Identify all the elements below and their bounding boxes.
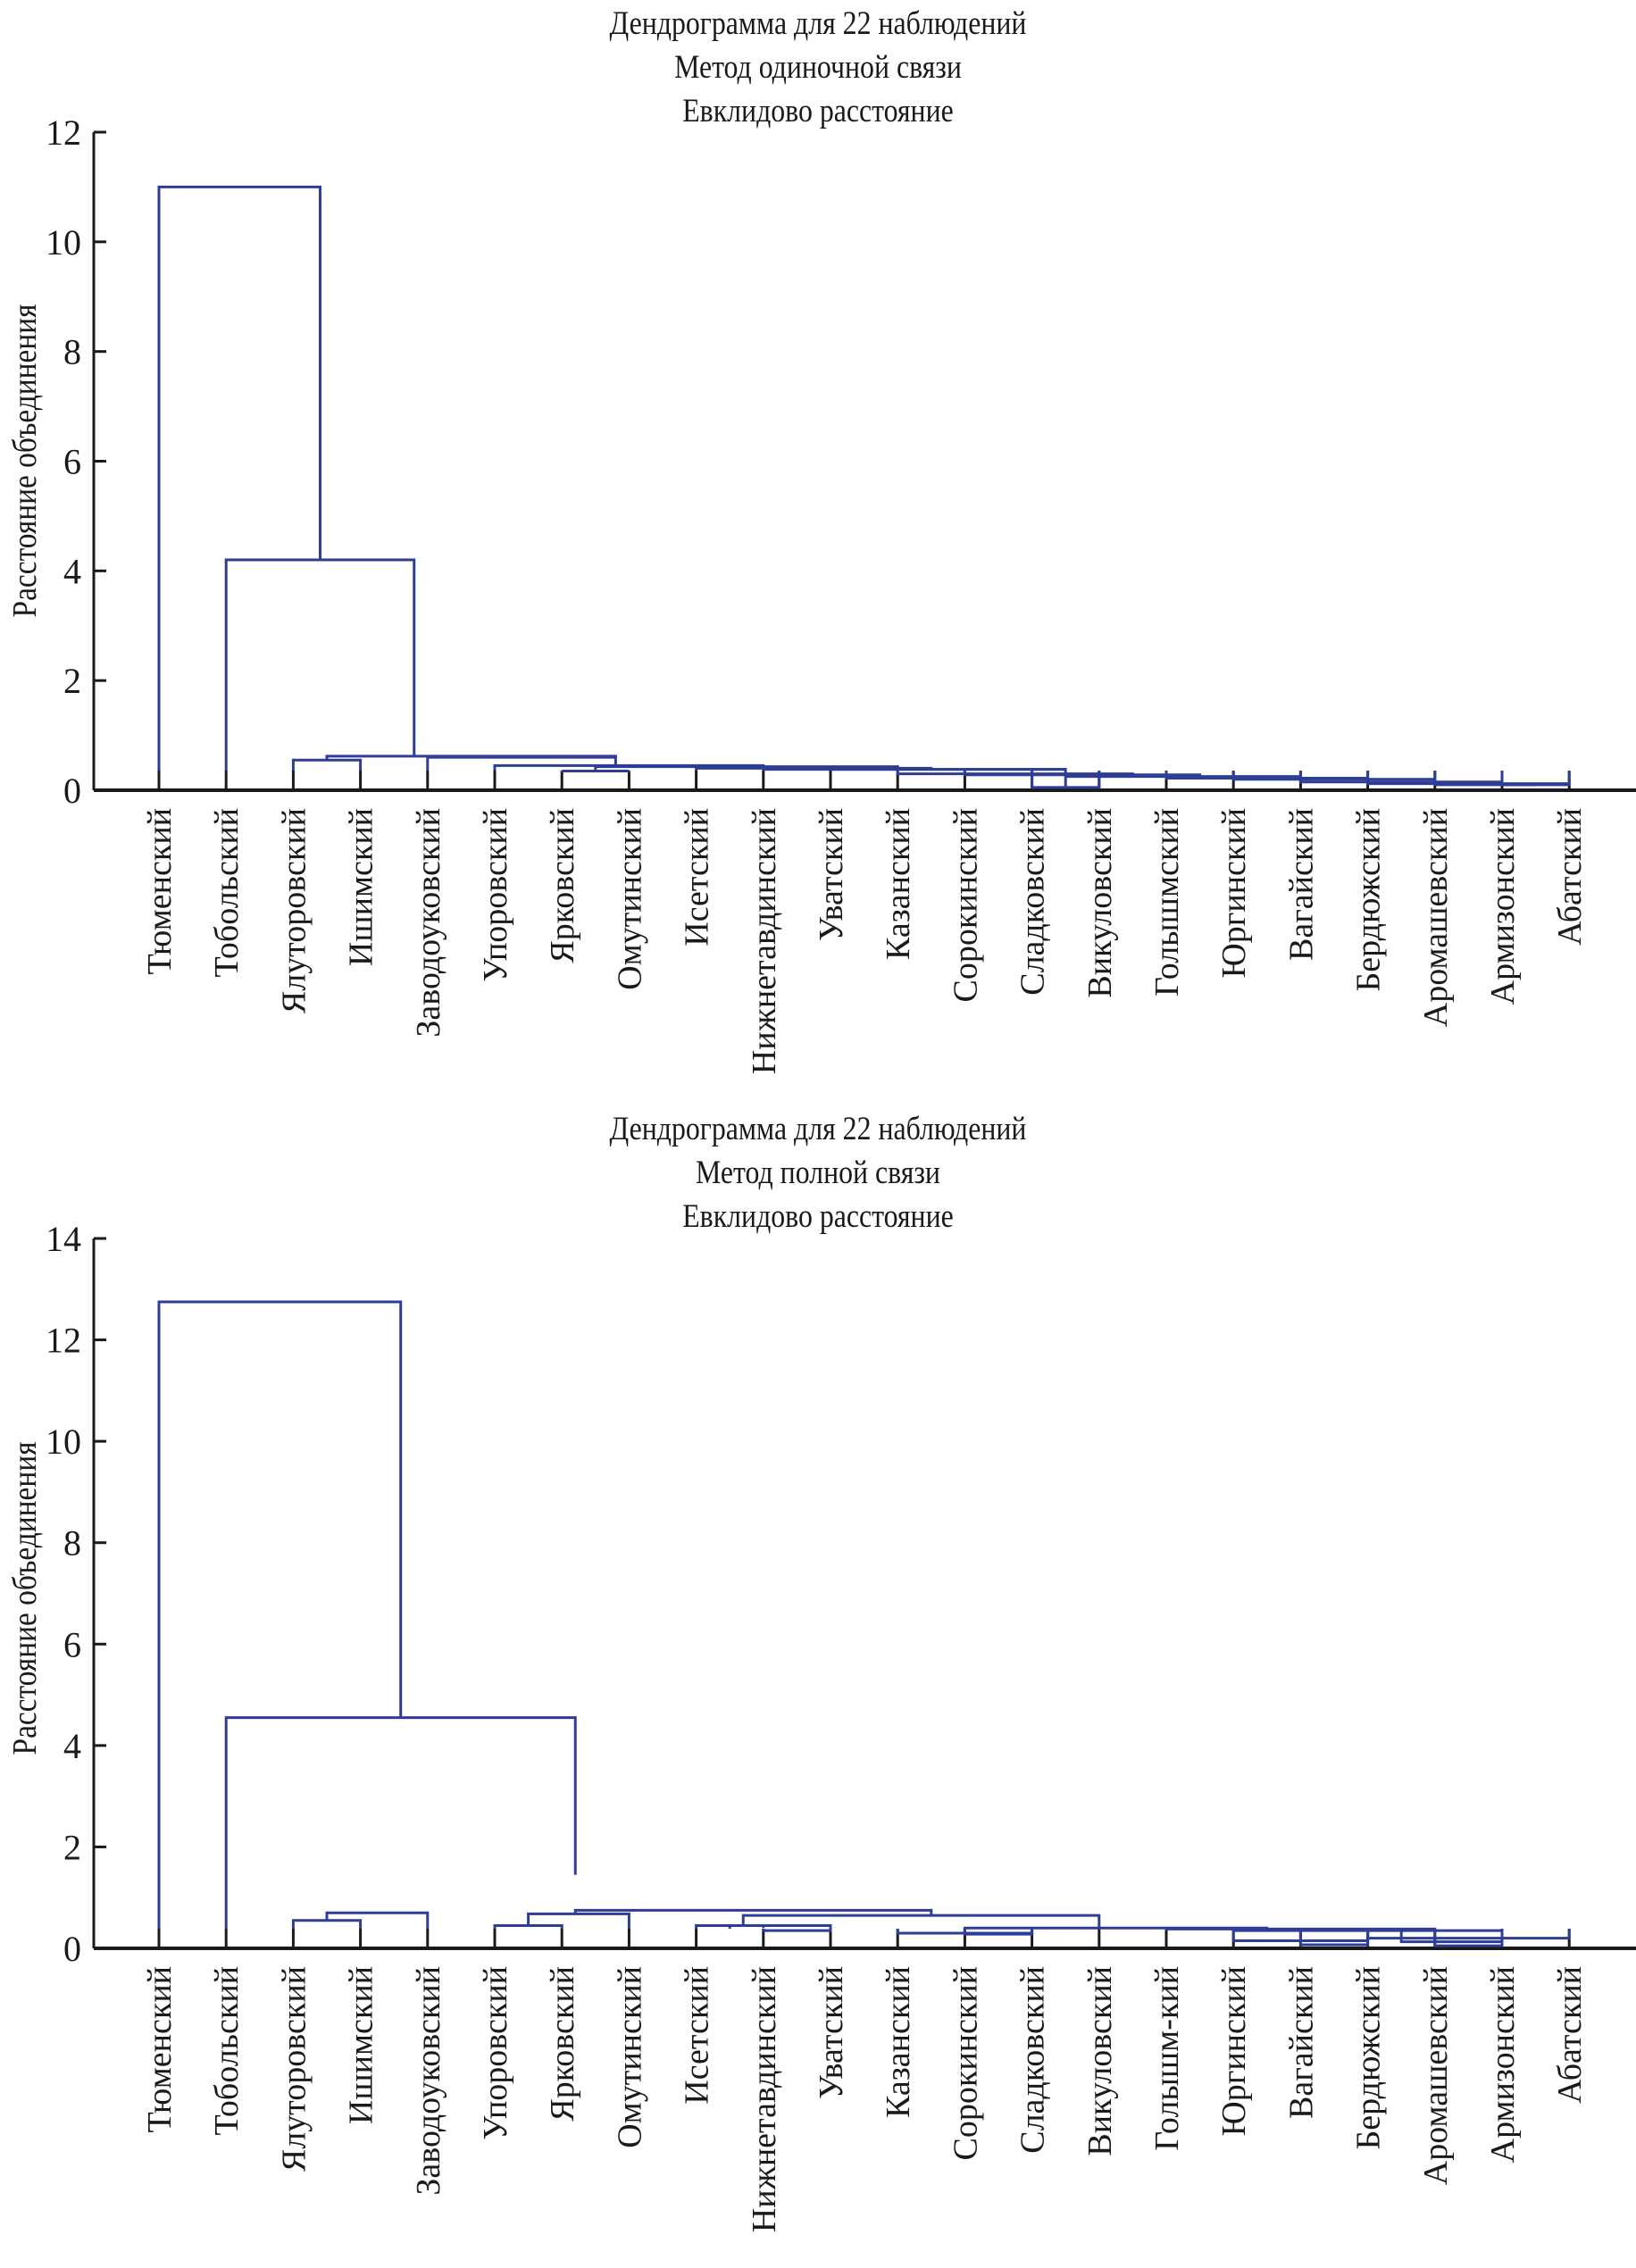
- y-tick-label: 4: [63, 551, 81, 591]
- leaf-label: Тобольский: [208, 1966, 246, 2135]
- dendrogram-link: [963, 1929, 1034, 1936]
- y-tick-label: 0: [63, 771, 81, 811]
- y-tick-label: 2: [63, 661, 81, 701]
- title-line-1: Дендрограмма для 22 наблюдений: [609, 5, 1027, 42]
- leaf-label: Сорокинский: [947, 808, 984, 1002]
- leaf-label: Армизонский: [1484, 808, 1522, 1005]
- leaf-label: Тобольский: [208, 808, 246, 977]
- leaf-label: Бердюжский: [1350, 808, 1388, 992]
- y-tick-label: 6: [63, 1624, 81, 1664]
- leaf-label: Вагайский: [1282, 808, 1320, 961]
- dendrogram-link: [762, 1929, 832, 1932]
- leaf-label: Нижнетавдинский: [746, 808, 783, 1074]
- dendrogram-complete-linkage: Дендрограмма для 22 наблюдений Метод пол…: [0, 1098, 1636, 2268]
- title-line-3: Евклидово расстояние: [682, 1198, 954, 1235]
- dendrogram-link: [224, 1716, 577, 1929]
- chart-title: Дендрограмма для 22 наблюдений Метод оди…: [0, 2, 1636, 133]
- y-axis-label: Расстояние объединения: [5, 1441, 43, 1755]
- leaf-label: Сорокинский: [947, 1966, 984, 2160]
- leaf-label: Ярковский: [544, 808, 581, 963]
- leaf-label: Упоровский: [477, 808, 514, 982]
- y-tick-label: 12: [46, 1321, 81, 1361]
- title-line-2: Метод полной связи: [696, 1155, 940, 1191]
- leaf-label: Исетский: [679, 808, 716, 946]
- leaf-label: Ишимский: [343, 1966, 380, 2124]
- leaf-label: Армизонский: [1484, 1966, 1522, 2163]
- leaf-label: Омутинский: [611, 1966, 648, 2148]
- y-tick-label: 12: [46, 113, 81, 153]
- leaf-label: Тюменский: [141, 1966, 179, 2132]
- dendrogram-link: [728, 1923, 832, 1929]
- title-line-1: Дендрограмма для 22 наблюдений: [609, 1111, 1027, 1147]
- leaf-label: Исетский: [679, 1966, 716, 2105]
- dendrogram-link: [573, 1908, 933, 1916]
- y-tick-label: 14: [46, 1219, 81, 1259]
- dendrogram-link: [224, 558, 416, 771]
- y-tick-label: 6: [63, 442, 81, 482]
- dendrogram-link: [291, 758, 363, 771]
- leaf-label: Абатский: [1551, 1966, 1589, 2104]
- leaf-label: Нижнетавдинский: [746, 1966, 783, 2232]
- dendrogram-link: [829, 768, 1067, 774]
- leaf-label: Голышм-кий: [1148, 1966, 1186, 2151]
- leaf-label: Вагайский: [1282, 1966, 1320, 2119]
- leaf-label: Викуловский: [1081, 1966, 1119, 2156]
- dendrogram-link: [291, 1919, 363, 1929]
- leaf-label: Голышмский: [1148, 808, 1186, 996]
- dendrogram-plot: 0 2 4 6 8 10 12 Расстояние объединения Тюменский…: [5, 113, 1636, 1074]
- leaf-label: Упоровский: [477, 1966, 514, 2140]
- leaf-label: Тюменский: [141, 808, 179, 974]
- dendrogram-link: [325, 1911, 430, 1929]
- title-line-2: Метод одиночной связи: [674, 49, 962, 86]
- leaf-label: Заводоуковский: [410, 1966, 447, 2196]
- dendrogram-link: [426, 755, 617, 771]
- leaf-label: Казанский: [880, 808, 917, 960]
- leaf-label: Юргинский: [1215, 1966, 1253, 2136]
- dendrogram-link: [157, 185, 321, 771]
- dendrogram-link: [157, 1300, 403, 1929]
- leaf-label: Аромашевский: [1417, 808, 1455, 1027]
- chart-title: Дендрограмма для 22 наблюдений Метод пол…: [0, 1107, 1636, 1238]
- leaf-label: Сладковский: [1014, 1966, 1052, 2154]
- y-tick-label: 0: [63, 1929, 81, 1969]
- y-axis-label: Расстояние объединения: [5, 304, 43, 617]
- leaf-label: Казанский: [880, 1966, 917, 2118]
- leaf-label: Бердюжский: [1350, 1966, 1388, 2150]
- leaf-label: Абатский: [1551, 808, 1589, 946]
- y-tick-label: 2: [63, 1827, 81, 1867]
- title-line-3: Евклидово расстояние: [682, 93, 954, 129]
- leaf-label: Омутинский: [611, 808, 648, 990]
- dendrogram-link: [1500, 771, 1571, 787]
- dendrogram-link: [493, 1923, 563, 1929]
- leaf-label: Уватский: [813, 808, 850, 941]
- leaf-label: Ярковский: [544, 1966, 581, 2122]
- dendrogram-link: [1433, 1929, 1504, 1947]
- y-tick-label: 4: [63, 1726, 81, 1766]
- leaf-label: Заводоуковский: [410, 808, 447, 1038]
- leaf-label: Уватский: [813, 1966, 850, 2099]
- leaf-label: Сладковский: [1014, 808, 1052, 996]
- dendrogram-plot: 0 2 4 6 8 10 12 14 Расстояние объединения Тюменск…: [5, 1219, 1636, 2232]
- dendrogram-link: [1366, 1929, 1571, 1940]
- y-tick-label: 10: [46, 1422, 81, 1462]
- y-tick-label: 8: [63, 332, 81, 372]
- leaf-label: Викуловский: [1081, 808, 1119, 998]
- y-tick-label: 8: [63, 1523, 81, 1563]
- y-tick-label: 10: [46, 222, 81, 263]
- dendrogram-single-linkage: Дендрограмма для 22 наблюдений Метод оди…: [0, 2, 1636, 1074]
- leaf-label: Ялуторовский: [275, 808, 313, 1013]
- leaf-label: Аромашевский: [1417, 1966, 1455, 2185]
- leaf-label: Юргинский: [1215, 808, 1253, 978]
- leaf-label: Ишимский: [343, 808, 380, 966]
- leaf-label: Ялуторовский: [275, 1966, 313, 2172]
- dendrogram-link: [527, 1912, 630, 1929]
- dendrogram-link: [741, 1914, 1101, 1929]
